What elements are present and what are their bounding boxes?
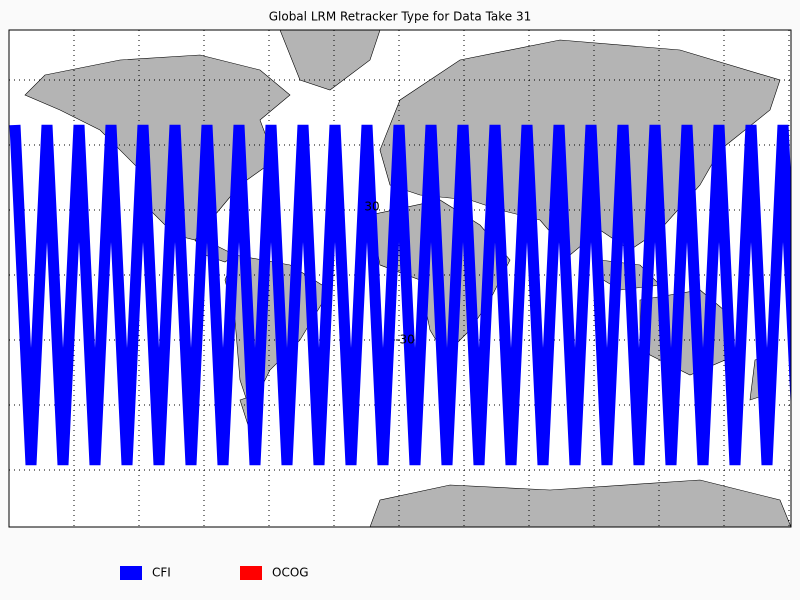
grid-label: 30 xyxy=(364,200,379,214)
swath xyxy=(9,124,791,466)
cfi-swaths xyxy=(9,124,791,466)
legend-swatch xyxy=(120,566,142,580)
legend-label: OCOG xyxy=(272,566,309,580)
legend-label: CFI xyxy=(152,566,171,580)
grid-label: -30 xyxy=(395,333,415,347)
map-area: 30 -30 xyxy=(9,30,791,527)
legend-swatch xyxy=(240,566,262,580)
map-title: Global LRM Retracker Type for Data Take … xyxy=(269,10,532,24)
map-frame xyxy=(8,29,792,528)
